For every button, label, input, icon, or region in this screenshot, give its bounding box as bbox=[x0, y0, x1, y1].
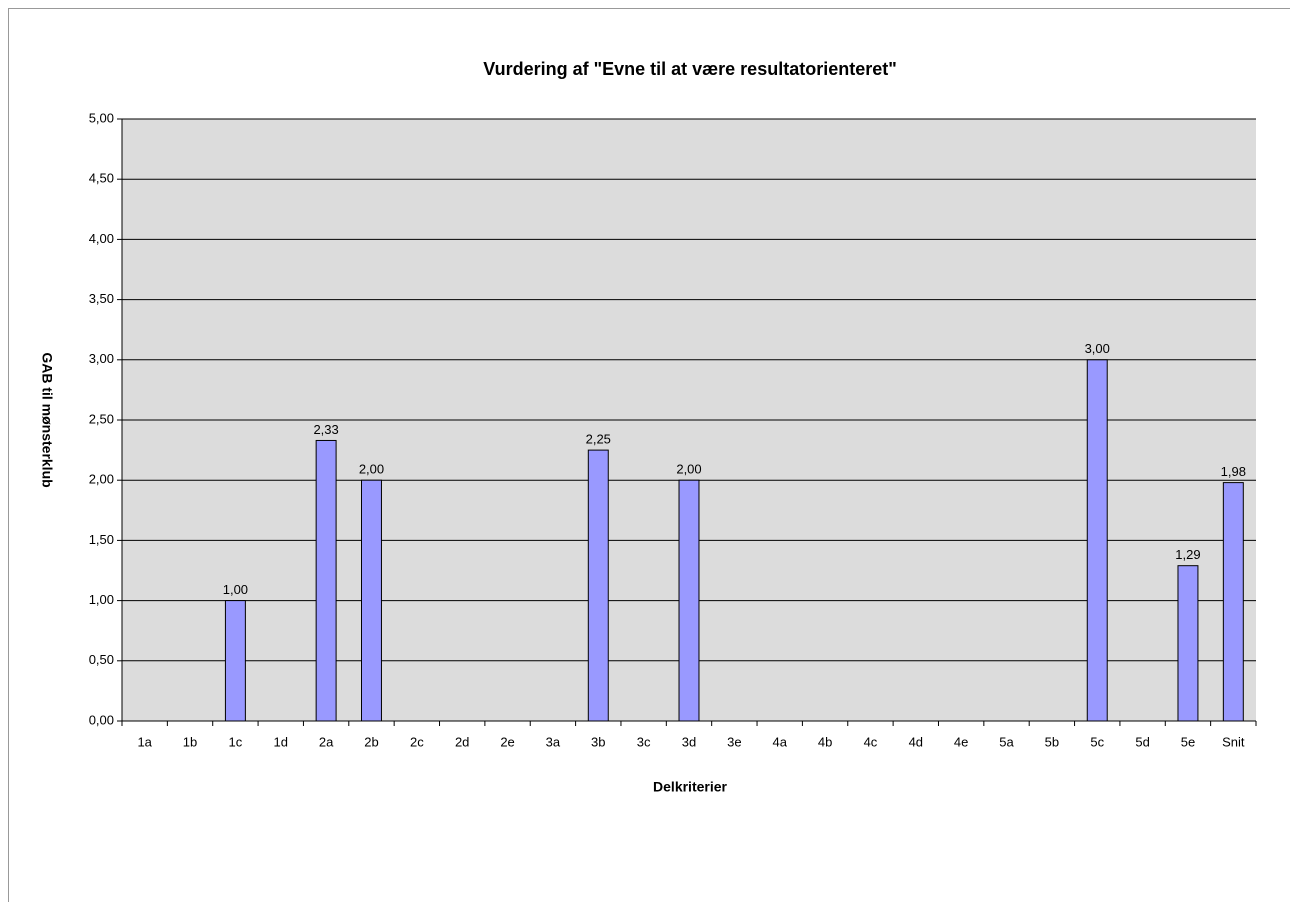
x-tick-label: 1b bbox=[183, 734, 197, 749]
x-tick-label: 2e bbox=[500, 734, 514, 749]
x-tick-label: Snit bbox=[1222, 734, 1245, 749]
y-tick-label: 1,00 bbox=[89, 592, 114, 607]
bar bbox=[1222, 482, 1244, 722]
bar bbox=[1086, 359, 1108, 722]
y-tick-label: 5,00 bbox=[89, 110, 114, 125]
y-tick-label: 0,50 bbox=[89, 652, 114, 667]
x-axis-label: Delkriterier bbox=[653, 779, 727, 795]
bar bbox=[224, 600, 246, 722]
y-tick-label: 4,50 bbox=[89, 171, 114, 186]
bar bbox=[678, 479, 700, 722]
y-tick-label: 2,50 bbox=[89, 411, 114, 426]
x-tick-label: 4b bbox=[818, 734, 832, 749]
data-label: 1,00 bbox=[223, 582, 248, 597]
data-label: 3,00 bbox=[1085, 341, 1110, 356]
bar bbox=[315, 439, 337, 722]
x-tick-label: 2a bbox=[319, 734, 334, 749]
y-tick-label: 3,00 bbox=[89, 351, 114, 366]
data-label: 2,25 bbox=[586, 432, 611, 447]
x-tick-label: 3e bbox=[727, 734, 741, 749]
data-label: 2,00 bbox=[676, 462, 701, 477]
bar bbox=[1177, 565, 1199, 722]
x-tick-label: 5c bbox=[1090, 734, 1104, 749]
x-tick-label: 4d bbox=[909, 734, 923, 749]
chart-title: Vurdering af "Evne til at være resultato… bbox=[483, 59, 897, 79]
data-label: 2,00 bbox=[359, 462, 384, 477]
x-tick-label: 2c bbox=[410, 734, 424, 749]
data-label: 1,98 bbox=[1221, 464, 1246, 479]
y-tick-label: 4,00 bbox=[89, 231, 114, 246]
x-tick-label: 5a bbox=[999, 734, 1014, 749]
x-tick-label: 5e bbox=[1181, 734, 1195, 749]
x-tick-label: 3d bbox=[682, 734, 696, 749]
x-tick-label: 1d bbox=[274, 734, 288, 749]
y-tick-label: 3,50 bbox=[89, 291, 114, 306]
data-label: 1,29 bbox=[1175, 547, 1200, 562]
x-tick-label: 5d bbox=[1135, 734, 1149, 749]
data-label: 2,33 bbox=[313, 422, 338, 437]
x-tick-label: 1c bbox=[229, 734, 243, 749]
x-tick-label: 5b bbox=[1045, 734, 1059, 749]
x-tick-label: 2b bbox=[364, 734, 378, 749]
x-tick-label: 2d bbox=[455, 734, 469, 749]
x-tick-label: 4a bbox=[772, 734, 787, 749]
x-tick-label: 3b bbox=[591, 734, 605, 749]
y-tick-label: 1,50 bbox=[89, 532, 114, 547]
x-tick-label: 3a bbox=[546, 734, 561, 749]
bar bbox=[361, 479, 382, 722]
y-tick-label: 0,00 bbox=[89, 712, 114, 727]
y-tick-label: 2,00 bbox=[89, 472, 114, 487]
y-axis-label: GAB til mønsterklub bbox=[39, 352, 55, 487]
x-tick-label: 4e bbox=[954, 734, 968, 749]
x-tick-label: 1a bbox=[137, 734, 152, 749]
x-tick-label: 3c bbox=[637, 734, 651, 749]
bar bbox=[587, 449, 609, 722]
x-tick-label: 4c bbox=[864, 734, 878, 749]
